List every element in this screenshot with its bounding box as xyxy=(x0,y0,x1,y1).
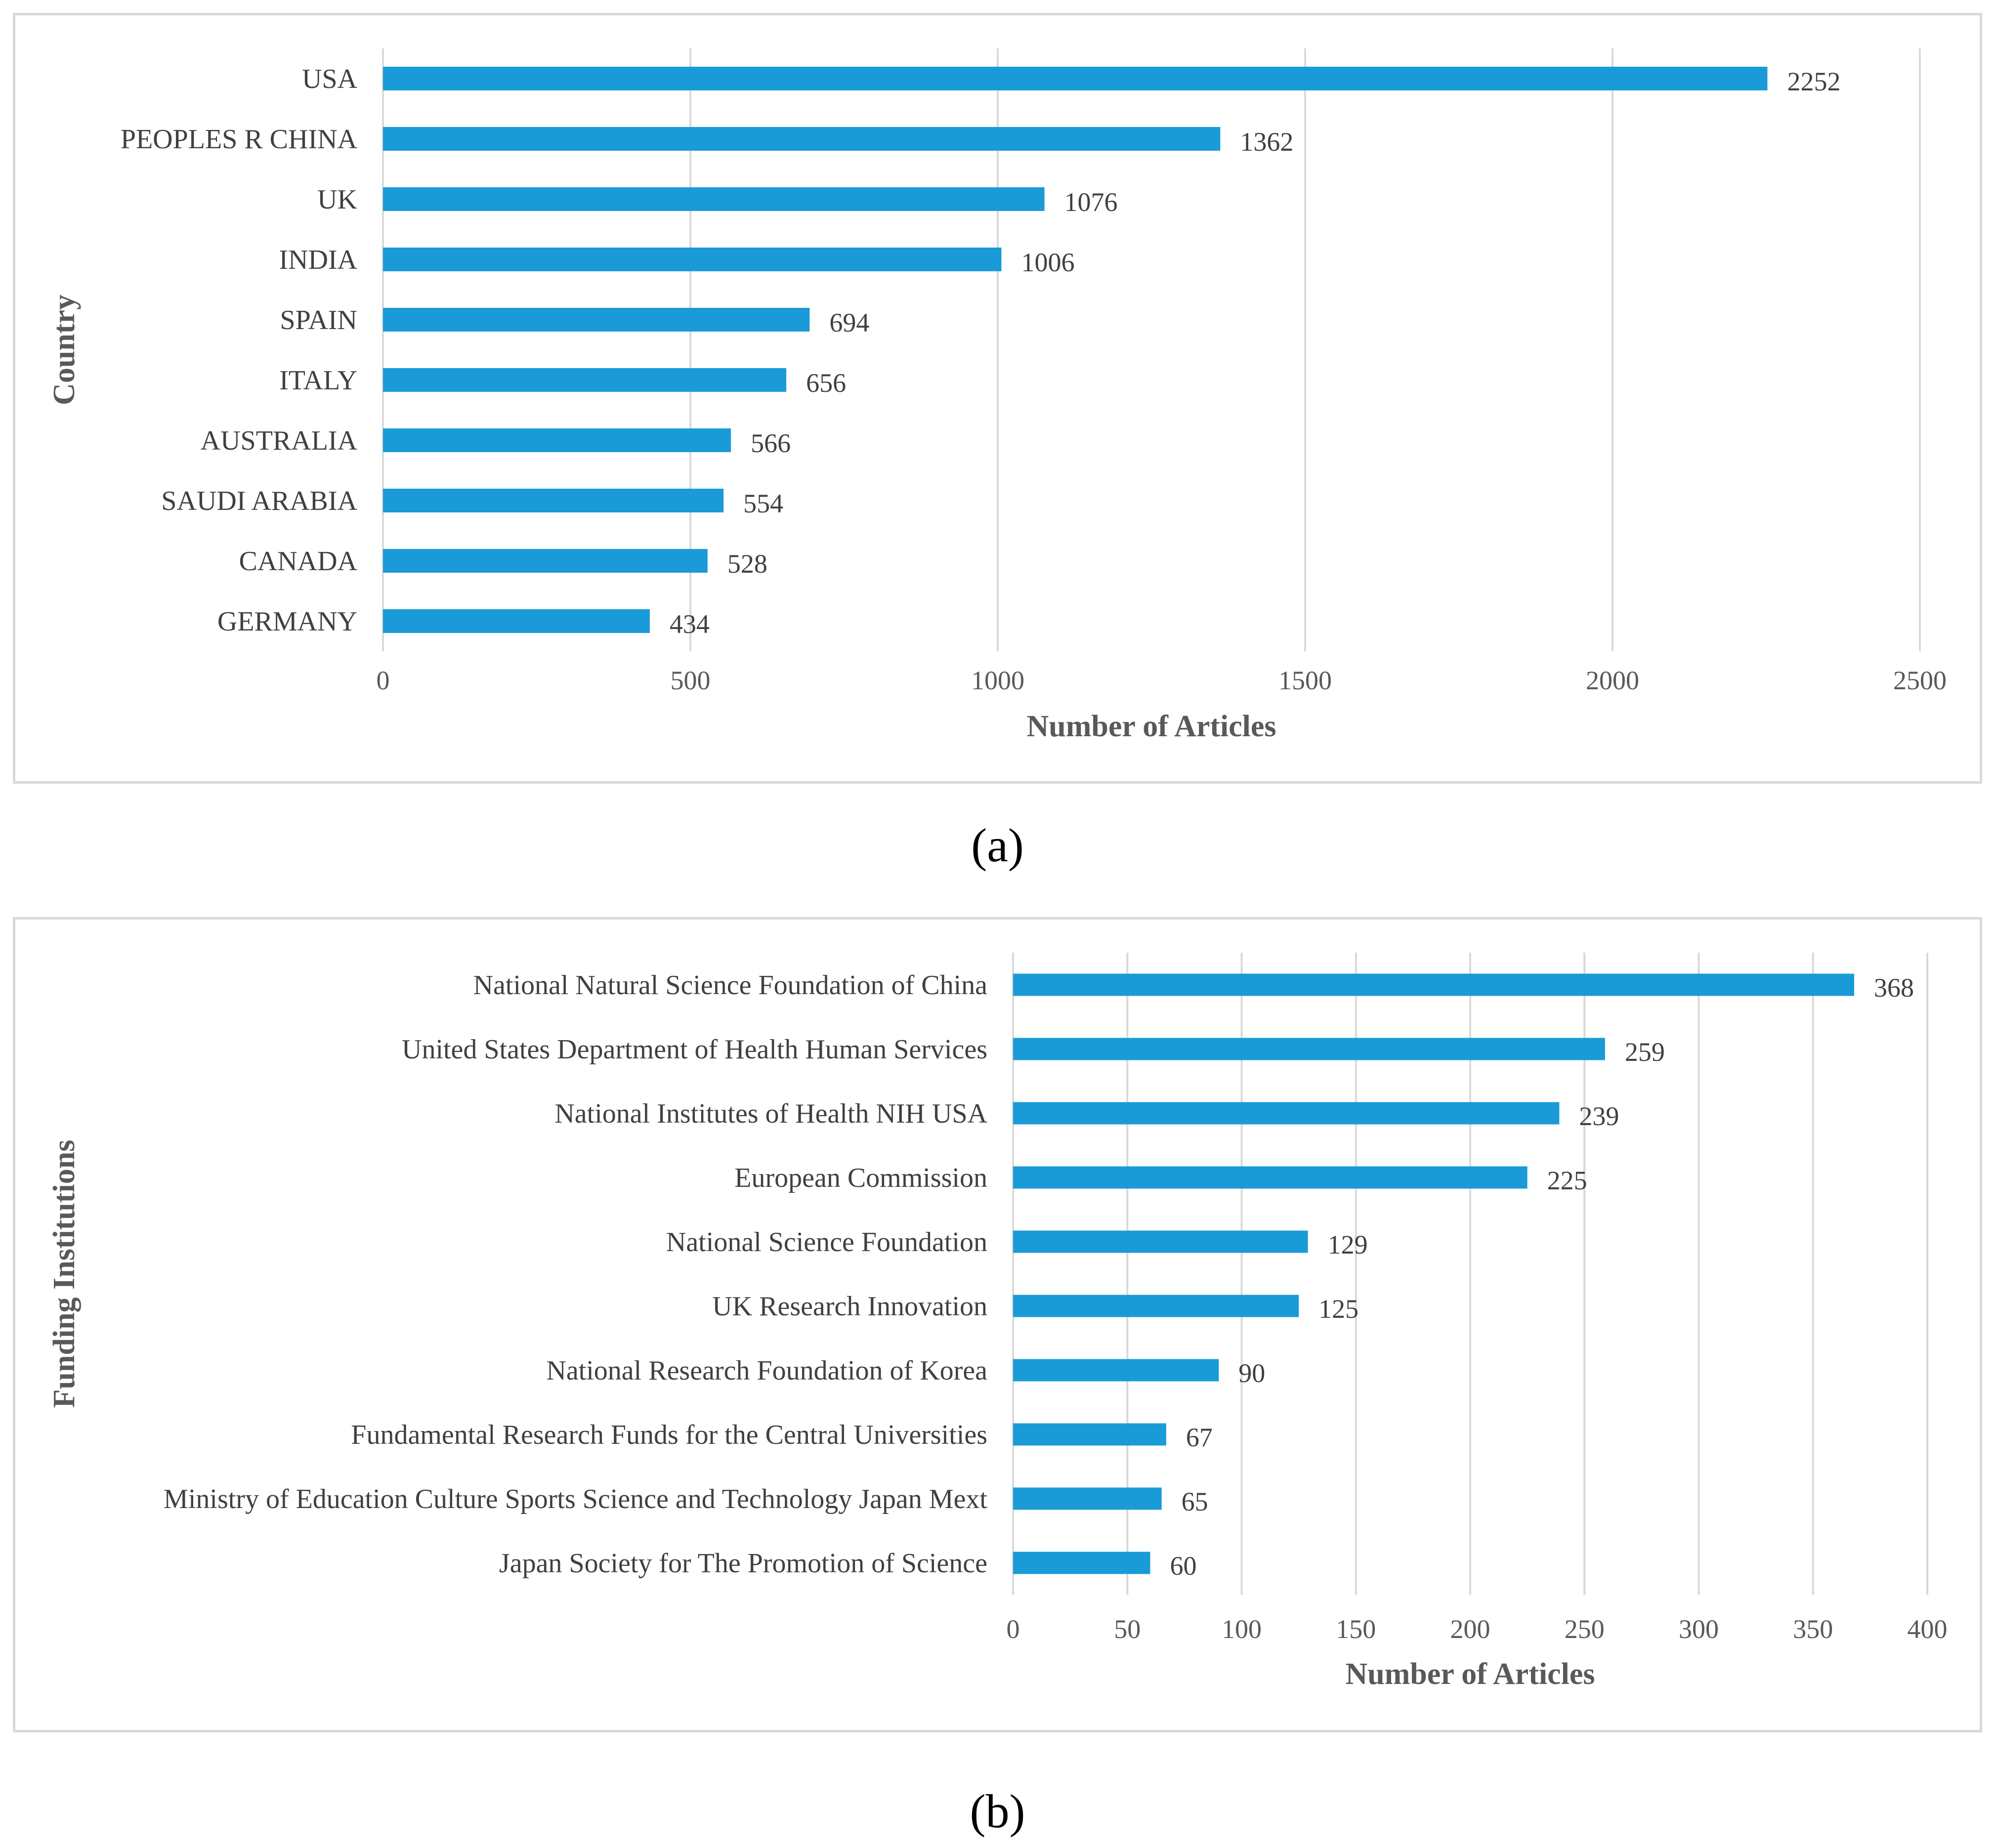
value-label-1-2: 239 xyxy=(1579,1101,1619,1131)
value-label-0-2: 1076 xyxy=(1064,187,1118,217)
bar-1-9 xyxy=(1013,1552,1150,1574)
value-label-1-4: 129 xyxy=(1328,1230,1368,1260)
value-label-0-3: 1006 xyxy=(1021,248,1074,277)
bar-0-6 xyxy=(383,428,731,452)
x-axis-title-0: Number of Articles xyxy=(1026,710,1276,743)
category-label-0-8: CANADA xyxy=(239,546,357,577)
bar-0-3 xyxy=(383,248,1002,271)
x-tick-label-1-7: 350 xyxy=(1793,1614,1833,1644)
category-label-1-2: National Institutes of Health NIH USA xyxy=(554,1098,987,1129)
bar-1-2 xyxy=(1013,1102,1560,1125)
x-tick-label-1-4: 200 xyxy=(1450,1614,1490,1644)
category-label-1-7: Fundamental Research Funds for the Centr… xyxy=(351,1420,987,1450)
category-label-1-5: UK Research Innovation xyxy=(712,1291,987,1322)
category-label-1-9: Japan Society for The Promotion of Scien… xyxy=(499,1548,987,1579)
value-label-1-0: 368 xyxy=(1874,973,1914,1003)
category-label-0-4: SPAIN xyxy=(280,305,357,336)
bar-1-4 xyxy=(1013,1230,1308,1253)
x-tick-label-1-8: 400 xyxy=(1908,1614,1948,1644)
category-label-0-1: PEOPLES R CHINA xyxy=(121,124,358,155)
value-label-0-8: 528 xyxy=(727,549,767,579)
caption-b: (b) xyxy=(970,1785,1025,1838)
bar-0-0 xyxy=(383,67,1768,90)
x-tick-label-1-0: 0 xyxy=(1007,1614,1020,1644)
x-tick-label-1-6: 300 xyxy=(1679,1614,1719,1644)
x-tick-label-0-5: 2500 xyxy=(1893,666,1947,695)
category-label-1-3: European Commission xyxy=(734,1163,987,1193)
x-tick-label-0-2: 1000 xyxy=(971,666,1024,695)
value-label-0-5: 656 xyxy=(806,368,846,398)
bar-1-6 xyxy=(1013,1359,1219,1382)
category-label-0-3: INDIA xyxy=(279,245,357,275)
bar-0-8 xyxy=(383,549,708,573)
value-label-1-3: 225 xyxy=(1547,1166,1587,1195)
value-label-0-0: 2252 xyxy=(1787,67,1840,96)
bar-0-7 xyxy=(383,489,724,512)
value-label-1-5: 125 xyxy=(1318,1294,1358,1324)
x-axis-title-1: Number of Articles xyxy=(1345,1657,1595,1691)
x-tick-label-0-3: 1500 xyxy=(1278,666,1332,695)
x-tick-label-1-3: 150 xyxy=(1336,1614,1376,1644)
bar-1-5 xyxy=(1013,1295,1299,1317)
y-axis-title-1: Funding Institutions xyxy=(47,1140,81,1408)
bar-1-0 xyxy=(1013,973,1854,996)
value-label-0-1: 1362 xyxy=(1240,127,1293,157)
bar-0-4 xyxy=(383,308,810,332)
bar-1-7 xyxy=(1013,1423,1166,1446)
caption-a: (a) xyxy=(971,819,1024,872)
category-label-0-2: UK xyxy=(317,184,357,215)
bar-0-2 xyxy=(383,187,1045,211)
category-label-0-0: USA xyxy=(302,64,358,94)
bar-1-3 xyxy=(1013,1166,1528,1189)
bar-0-5 xyxy=(383,368,787,392)
category-label-1-0: National Natural Science Foundation of C… xyxy=(473,970,988,1001)
value-label-0-7: 554 xyxy=(743,489,783,518)
category-label-0-5: ITALY xyxy=(279,365,357,396)
chart-panel-b xyxy=(13,917,1982,1732)
category-label-0-6: AUSTRALIA xyxy=(201,425,358,456)
value-label-1-9: 60 xyxy=(1170,1551,1197,1581)
x-tick-label-0-0: 0 xyxy=(377,666,390,695)
bar-1-8 xyxy=(1013,1487,1162,1510)
category-label-1-6: National Research Foundation of Korea xyxy=(546,1355,987,1386)
value-label-0-6: 566 xyxy=(751,428,791,458)
value-label-1-7: 67 xyxy=(1186,1423,1213,1452)
x-tick-label-1-2: 100 xyxy=(1222,1614,1262,1644)
bar-1-1 xyxy=(1013,1038,1605,1060)
category-label-1-1: United States Department of Health Human… xyxy=(402,1034,987,1065)
bar-0-1 xyxy=(383,127,1221,151)
value-label-1-1: 259 xyxy=(1625,1037,1665,1067)
x-tick-label-0-4: 2000 xyxy=(1586,666,1639,695)
bar-0-9 xyxy=(383,609,650,633)
category-label-1-8: Ministry of Education Culture Sports Sci… xyxy=(164,1484,987,1514)
category-label-0-7: SAUDI ARABIA xyxy=(161,486,357,516)
x-tick-label-1-5: 250 xyxy=(1565,1614,1605,1644)
y-axis-title-0: Country xyxy=(47,294,81,405)
value-label-0-4: 694 xyxy=(829,308,869,337)
x-tick-label-1-1: 50 xyxy=(1114,1614,1141,1644)
value-label-1-6: 90 xyxy=(1238,1358,1265,1388)
category-label-1-4: National Science Foundation xyxy=(666,1227,987,1258)
value-label-0-9: 434 xyxy=(670,609,710,639)
category-label-0-9: GERMANY xyxy=(217,606,357,637)
x-tick-label-0-1: 500 xyxy=(671,666,711,695)
value-label-1-8: 65 xyxy=(1182,1487,1208,1516)
